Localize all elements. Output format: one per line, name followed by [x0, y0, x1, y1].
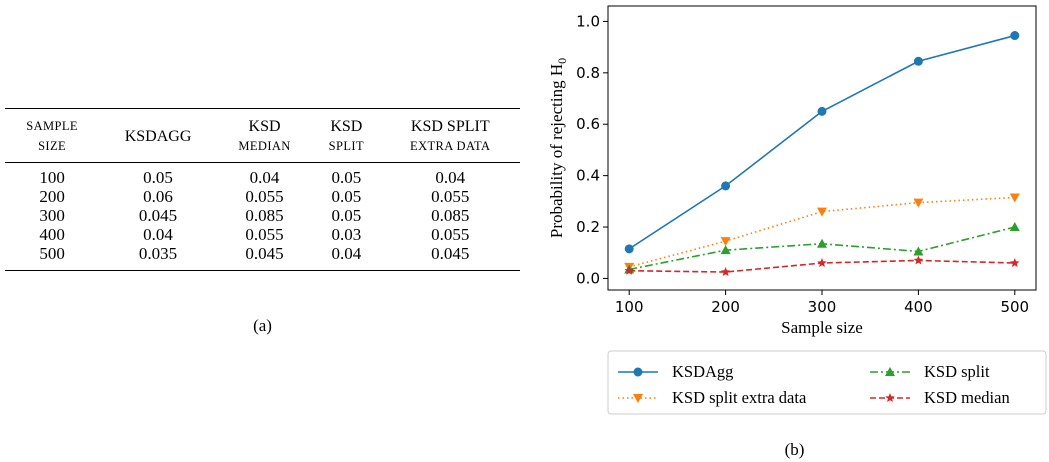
legend-label: KSD split	[924, 362, 990, 381]
data-point	[720, 267, 731, 277]
data-point	[1010, 31, 1020, 41]
data-point	[817, 258, 827, 268]
series-3	[624, 255, 1020, 277]
table-cell: 200	[39, 187, 65, 206]
data-point	[721, 181, 731, 191]
data-point	[720, 237, 731, 247]
data-point	[624, 265, 634, 275]
column-header: KSDAGG	[99, 108, 217, 163]
caption-b: (b)	[784, 440, 805, 459]
x-tick-label: 300	[808, 298, 837, 316]
table-cell: 0.04	[380, 162, 520, 187]
table-row: 300 0.045 0.085 0.05 0.085	[5, 206, 520, 225]
y-tick-label: 0.0	[576, 269, 600, 287]
legend-marker	[885, 393, 895, 403]
column-header: KSD MEDIAN	[216, 108, 313, 163]
column-header: SAMPLE SIZE	[5, 108, 100, 163]
table-body: 100 0.05 0.04 0.05 0.04 200 0.06 0.055 0.05 0.055…	[5, 162, 520, 271]
column-header-line: SPLIT	[328, 138, 365, 153]
results-table-panel: SAMPLE SIZE KSDAGG KSD MEDIAN KSD SPLIT KSD SPL…	[5, 108, 520, 271]
table-cell: 0.06	[143, 187, 173, 206]
series-line	[628, 34, 1015, 250]
column-header-line: EXTRA DATA	[410, 138, 491, 153]
column-header: KSD SPLIT EXTRA DATA	[380, 108, 520, 163]
legend-marker	[633, 367, 643, 377]
legend-label: KSD median	[924, 388, 1010, 407]
data-point	[1009, 222, 1020, 232]
legend-frame	[607, 350, 1047, 415]
y-tick-label: 0.2	[576, 218, 600, 236]
table-cell: 0.085	[245, 206, 284, 225]
column-header-line: SAMPLE	[26, 119, 78, 133]
data-point	[1009, 193, 1020, 203]
table-cell: 0.055	[431, 225, 470, 244]
legend-label: KSD split extra data	[672, 388, 807, 407]
table-cell: 300	[39, 206, 65, 225]
table-cell: 0.04	[312, 244, 381, 271]
data-point	[720, 245, 731, 255]
x-tick-label: 500	[1000, 298, 1029, 316]
x-axis-label: Sample size	[781, 318, 863, 337]
table-cell: 0.05	[331, 187, 362, 206]
x-tick-label: 100	[615, 298, 644, 316]
data-point	[913, 56, 923, 66]
column-header-line: KSD	[330, 117, 363, 135]
table-cell: 0.05	[331, 206, 362, 225]
series-2	[624, 222, 1020, 274]
results-table: SAMPLE SIZE KSDAGG KSD MEDIAN KSD SPLIT KSD SPL…	[5, 108, 520, 271]
legend-label: KSDAgg	[672, 362, 733, 381]
caption-a: (a)	[253, 316, 272, 335]
column-header-line: SIZE	[38, 139, 67, 153]
x-tick-label: 400	[904, 298, 933, 316]
table-row: 400 0.04 0.055 0.03 0.055	[5, 225, 520, 244]
table-cell: 0.045	[138, 206, 178, 225]
table-cell: 0.035	[99, 244, 217, 271]
table-cell: 0.03	[331, 225, 362, 244]
data-point	[817, 207, 827, 217]
table-cell: 0.055	[245, 187, 284, 206]
table-cell: 400	[39, 225, 65, 244]
column-header-line: KSD SPLIT	[410, 117, 490, 135]
rejection-probability-chart: 0.0 0.2 0.4 0.6 0.8 1.0 100 200 300 400 500 Sample …	[547, 5, 1047, 415]
data-point	[817, 106, 827, 116]
column-header-line: MEDIAN	[238, 138, 291, 153]
table-row: 100 0.05 0.04 0.05 0.04	[5, 162, 520, 187]
table-header: SAMPLE SIZE KSDAGG KSD MEDIAN KSD SPLIT KSD SPL…	[5, 108, 520, 163]
table-cell: 0.055	[245, 225, 284, 244]
legend: KSDAgg KSD split extra data KSD split KSD m…	[607, 350, 1047, 415]
data-point	[817, 238, 827, 248]
table-cell: 500	[5, 244, 100, 271]
y-tick-label: 0.8	[576, 64, 600, 82]
table-cell: 0.045	[380, 244, 520, 271]
table-cell: 0.055	[431, 187, 470, 206]
table-cell: 0.05	[312, 162, 381, 187]
series-line	[629, 196, 1015, 268]
data-point	[913, 246, 924, 256]
data-point	[624, 244, 634, 254]
table-cell: 0.085	[431, 206, 470, 225]
table-cell: 0.04	[216, 162, 313, 187]
table-cell: 0.04	[143, 225, 173, 244]
table-row: 200 0.06 0.055 0.05 0.055	[5, 187, 520, 206]
table-row: 500 0.035 0.045 0.04 0.045	[5, 244, 520, 271]
y-tick-label: 0.4	[576, 167, 600, 185]
data-point	[1010, 258, 1020, 268]
column-header: KSD SPLIT	[312, 108, 381, 163]
y-tick-label: 1.0	[576, 12, 600, 30]
x-tick-label: 200	[711, 298, 740, 316]
column-header-line: KSDAGG	[124, 127, 192, 145]
data-point	[913, 255, 924, 265]
y-axis-label-subscript: 0	[555, 58, 569, 64]
legend-marker	[633, 394, 643, 403]
y-tick-label: 0.6	[576, 115, 600, 133]
legend-marker	[885, 367, 895, 376]
table-cell: 100	[5, 162, 100, 187]
data-point	[913, 198, 924, 208]
column-header-line: KSD	[248, 117, 281, 135]
table-cell: 0.05	[99, 162, 217, 187]
series-0	[624, 31, 1020, 254]
y-axis-label-main: Probability of rejecting H	[547, 64, 566, 238]
y-axis-label: Probability of rejecting H0	[547, 58, 569, 238]
table-cell: 0.045	[216, 244, 313, 271]
